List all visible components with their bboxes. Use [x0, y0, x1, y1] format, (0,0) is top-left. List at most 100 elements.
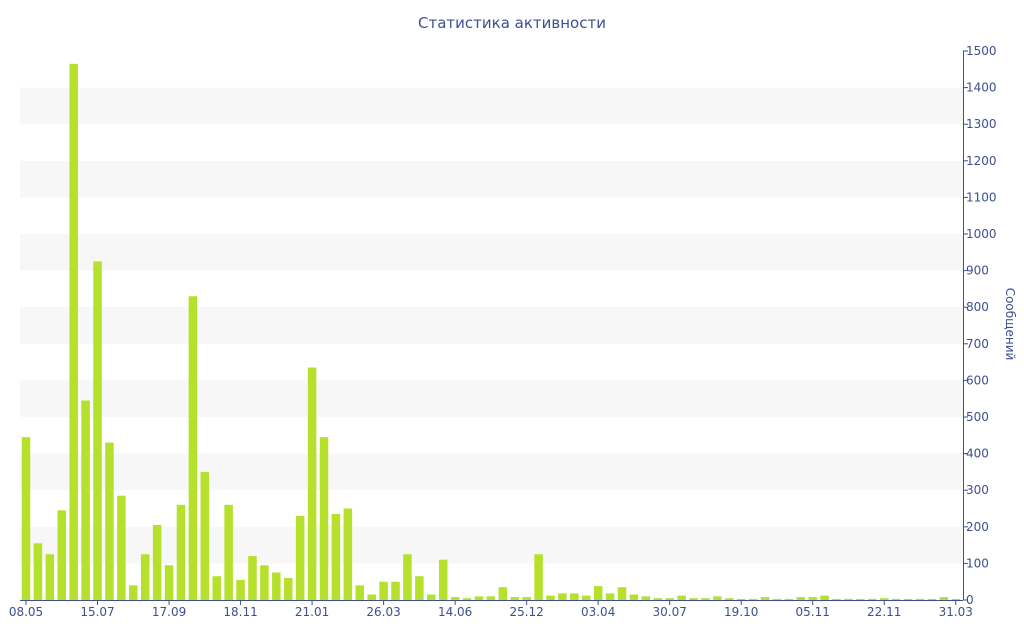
bar — [558, 593, 567, 600]
y-axis: 0 100 200 300 400 500 600 700 800 900 1000 1100 1200… — [963, 44, 997, 607]
bar — [641, 596, 651, 600]
bar — [903, 598, 913, 600]
grid-band — [20, 453, 963, 491]
x-tick-label: 22.11 — [867, 605, 901, 619]
bar — [784, 598, 794, 600]
bar — [701, 598, 710, 600]
bar — [748, 598, 758, 600]
bar — [772, 598, 782, 600]
x-tick-label: 17.09 — [152, 605, 186, 619]
x-tick-label: 14.06 — [438, 605, 472, 619]
bar-series — [21, 63, 961, 601]
bar — [343, 508, 353, 600]
bar — [164, 565, 174, 600]
y-tick-label: 1300 — [966, 117, 997, 131]
bar — [57, 510, 67, 600]
grid-band — [20, 526, 963, 564]
x-axis: 08.05 15.07 17.09 18.11 21.01 26.03 14.06 25.12… — [9, 600, 973, 619]
bar — [129, 585, 138, 600]
bar — [665, 598, 674, 600]
bar — [283, 578, 293, 600]
bar — [81, 400, 90, 600]
x-tick-label: 19.10 — [724, 605, 758, 619]
bar — [331, 513, 341, 600]
bar — [236, 579, 245, 600]
bar — [415, 576, 424, 600]
bar — [653, 598, 663, 600]
x-tick-label: 30.07 — [653, 605, 687, 619]
y-axis-title: Сообщений — [1003, 288, 1017, 361]
y-tick-label: 900 — [966, 264, 989, 278]
bar — [617, 587, 627, 600]
bar — [438, 559, 448, 600]
bar — [248, 556, 257, 600]
bar — [486, 596, 496, 600]
bar — [534, 554, 543, 600]
x-tick-label: 03.04 — [581, 605, 615, 619]
bar — [844, 598, 853, 600]
bar — [891, 598, 901, 600]
y-tick-label: 800 — [966, 300, 989, 314]
x-tick-label: 18.11 — [223, 605, 257, 619]
y-tick-label: 1400 — [966, 81, 997, 95]
bar — [295, 515, 305, 600]
bar — [820, 595, 829, 600]
bar — [462, 598, 472, 600]
bar — [260, 565, 269, 600]
bar — [176, 504, 186, 600]
bar — [403, 554, 412, 600]
x-tick-label: 08.05 — [9, 605, 43, 619]
bar — [355, 585, 365, 600]
bar — [188, 296, 198, 600]
bar — [272, 572, 281, 600]
bar — [868, 598, 877, 600]
bar — [629, 594, 639, 600]
grid-bands — [20, 87, 963, 564]
bar — [605, 593, 615, 600]
x-tick-label: 15.07 — [80, 605, 114, 619]
y-tick-label: 1500 — [966, 44, 997, 58]
bar — [224, 504, 233, 600]
bar — [522, 597, 531, 600]
bar — [713, 596, 722, 600]
bar — [69, 63, 78, 601]
bar — [391, 581, 400, 600]
bar — [915, 598, 925, 600]
bar — [832, 598, 841, 600]
y-tick-label: 1100 — [966, 190, 997, 204]
bar — [546, 595, 555, 600]
x-tick-label: 26.03 — [366, 605, 400, 619]
grid-band — [20, 234, 963, 271]
x-tick-label: 31.03 — [939, 605, 973, 619]
bar — [796, 597, 806, 600]
bar — [498, 587, 508, 600]
y-tick-label: 1000 — [966, 227, 997, 241]
grid-band — [20, 160, 963, 198]
bar — [307, 367, 317, 600]
bar — [474, 596, 484, 600]
bar — [760, 597, 770, 600]
bar — [725, 598, 734, 600]
y-tick-label: 200 — [966, 520, 989, 534]
y-tick-label: 700 — [966, 337, 989, 351]
bar — [879, 598, 889, 600]
grid-band — [20, 307, 963, 344]
bar — [689, 598, 698, 600]
bar — [140, 554, 150, 600]
bar — [951, 598, 961, 600]
x-tick-label: 05.11 — [796, 605, 830, 619]
bar — [33, 543, 43, 600]
y-tick-label: 300 — [966, 483, 989, 497]
bar — [510, 597, 519, 600]
bar — [379, 581, 388, 600]
bar — [808, 597, 817, 600]
bar — [152, 524, 162, 600]
bar — [927, 598, 937, 600]
grid-band — [20, 380, 963, 417]
y-tick-label: 400 — [966, 447, 989, 461]
bar — [21, 437, 31, 600]
bar — [93, 261, 102, 600]
bar — [427, 594, 436, 600]
bar — [939, 597, 949, 600]
